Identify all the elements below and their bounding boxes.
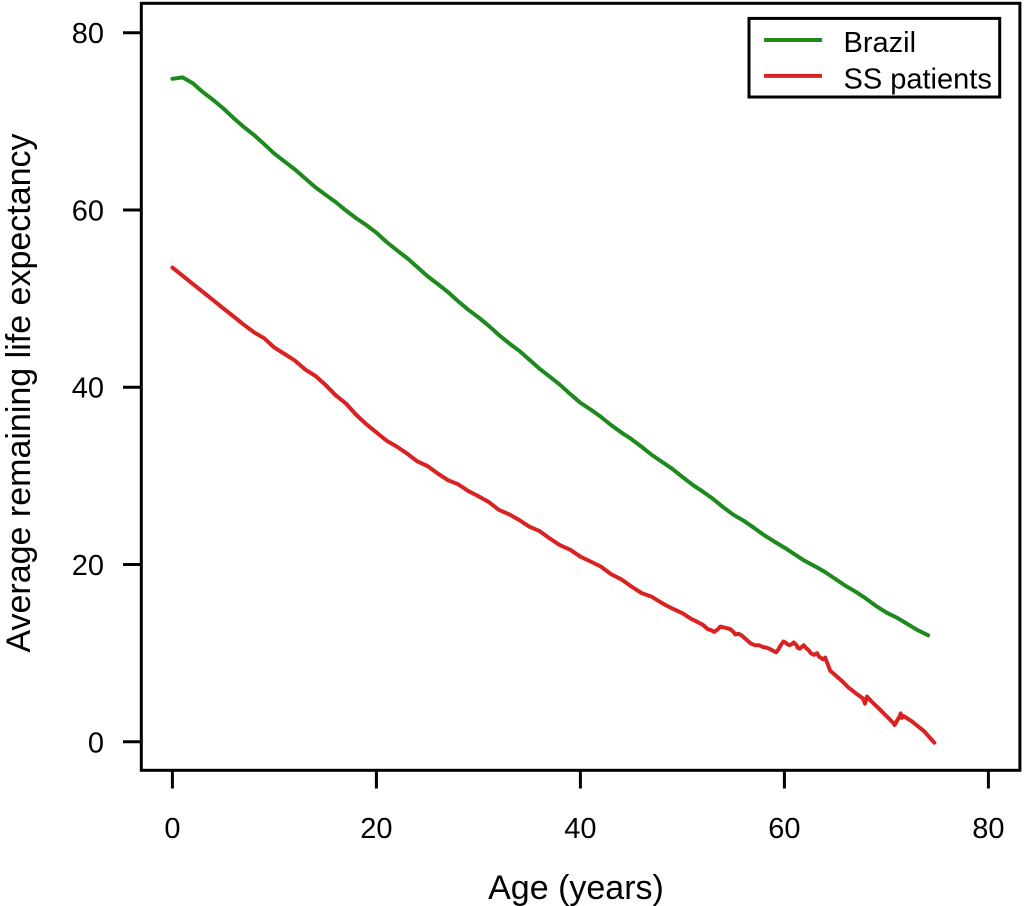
svg-text:Age (years): Age (years) <box>488 869 664 906</box>
svg-text:20: 20 <box>360 813 392 845</box>
svg-text:40: 40 <box>564 813 596 845</box>
svg-text:60: 60 <box>72 196 104 228</box>
svg-text:Average remaining life expecta: Average remaining life expectancy <box>0 133 38 652</box>
svg-text:0: 0 <box>164 813 180 845</box>
svg-text:80: 80 <box>972 813 1004 845</box>
svg-text:80: 80 <box>72 18 104 50</box>
svg-text:40: 40 <box>72 373 104 405</box>
svg-text:0: 0 <box>88 727 104 759</box>
svg-text:SS patients: SS patients <box>844 64 992 96</box>
svg-text:60: 60 <box>768 813 800 845</box>
svg-text:20: 20 <box>72 550 104 582</box>
svg-text:Brazil: Brazil <box>844 27 917 59</box>
